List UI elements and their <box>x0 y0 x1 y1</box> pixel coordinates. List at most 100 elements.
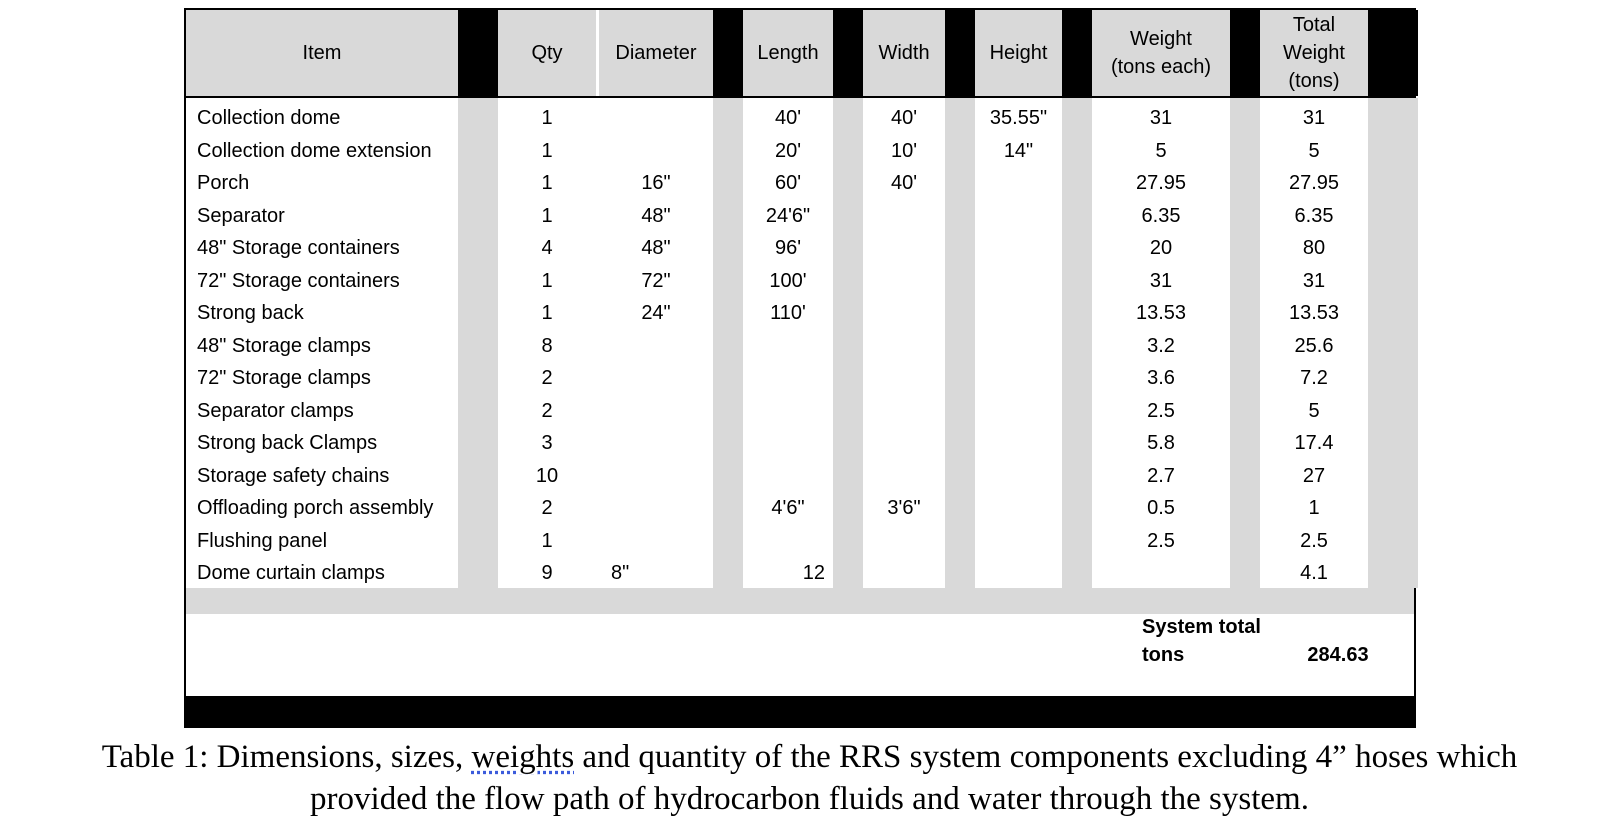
system-total-label: System total tons <box>1142 613 1261 669</box>
table-cell: 72" Storage containers <box>197 269 400 292</box>
table-cell: 100' <box>769 269 807 292</box>
header-separator-band <box>1230 10 1260 96</box>
table-cell: 4 <box>541 237 553 259</box>
table-cell: 10' <box>890 139 918 162</box>
table-cell <box>863 394 945 428</box>
table-cell: 25.6 <box>1294 334 1334 357</box>
table-cell: 5 <box>1155 139 1167 162</box>
table-cell: 12 <box>802 562 825 584</box>
table-cell: 31 <box>1302 107 1326 129</box>
table-cell <box>863 556 945 590</box>
table-cell <box>863 524 945 558</box>
table-cell <box>975 524 1062 558</box>
table-cell <box>599 426 713 460</box>
table-cell: 0.5 <box>1147 497 1175 519</box>
table-cell: 2 <box>541 497 553 519</box>
table-cell: 31 <box>1149 107 1173 129</box>
table-cell: 4.1 <box>1300 562 1328 584</box>
table-cell: 48" Storage clamps <box>197 334 371 357</box>
table-cell <box>599 329 713 363</box>
table-cell: 2.5 <box>1147 529 1175 552</box>
table-cell: 5 <box>1308 399 1320 422</box>
table-footer-band <box>184 696 1416 728</box>
table-cell: 16" <box>641 172 671 194</box>
table-cell <box>975 166 1062 200</box>
table-row: Strong back Clamps 3 5.8 17.4 <box>186 426 1414 459</box>
table-cell <box>599 394 713 428</box>
header-separator-band <box>458 10 498 96</box>
caption-underlined-word: weights <box>471 739 575 775</box>
table-cell: 7.2 <box>1300 367 1328 389</box>
table-caption: Table 1: Dimensions, sizes, weights and … <box>0 736 1619 820</box>
table-row: Collection dome 1 40' 40' 35.55" 31 31 <box>186 101 1414 134</box>
header-width: Width <box>878 42 930 64</box>
table-cell: 72" Storage clamps <box>197 367 371 389</box>
table-cell: 72" <box>641 269 671 292</box>
system-total-label-line-1: System total <box>1142 616 1261 638</box>
table-cell <box>975 459 1062 493</box>
table-cell: 1 <box>541 107 553 129</box>
table-cell: 5 <box>1308 139 1320 162</box>
table-row: 72" Storage clamps 2 3.6 7.2 <box>186 361 1414 394</box>
header-cell-background <box>863 10 945 96</box>
header-cell-background <box>599 10 713 96</box>
table-header-row: Item Qty Diameter Length Width Height We… <box>186 10 1414 96</box>
header-total-line-1: Total <box>1292 14 1336 36</box>
table-cell <box>743 524 833 558</box>
header-bottom-rule <box>186 96 1414 98</box>
table-cell: 8 <box>541 334 553 357</box>
table-cell: 2.5 <box>1300 529 1328 552</box>
table-cell <box>743 329 833 363</box>
header-cell-background <box>1260 10 1368 96</box>
table-cell: 24'6" <box>765 204 811 227</box>
table-cell: 2.7 <box>1147 464 1175 487</box>
table-cell <box>743 394 833 428</box>
table-cell: 27.95 <box>1288 172 1340 194</box>
table-row: Dome curtain clamps 9 8" 12 4.1 <box>186 556 1414 589</box>
table-cell <box>599 101 713 135</box>
column-separator-band <box>713 98 743 588</box>
table-cell: 2 <box>541 367 553 389</box>
table-cell <box>975 394 1062 428</box>
caption-prefix: Table 1: Dimensions, sizes, <box>101 739 472 775</box>
table-cell: 60' <box>774 172 802 194</box>
table-row: Collection dome extension 1 20' 10' 14" 5 5 <box>186 134 1414 167</box>
table-cell: 48" <box>641 237 671 259</box>
table-cell: 13.53 <box>1288 302 1340 324</box>
system-total-label-line-2: tons <box>1142 644 1185 666</box>
table-cell <box>863 459 945 493</box>
column-separator-band <box>1062 98 1092 588</box>
header-weight-line-1: Weight <box>1130 28 1192 50</box>
header-separator-band <box>713 10 743 96</box>
table-cell: 6.35 <box>1141 204 1181 227</box>
table-cell: Collection dome <box>197 107 341 129</box>
table-cell <box>743 361 833 395</box>
header-separator-band <box>1368 10 1418 96</box>
table-cell: Separator clamps <box>197 399 354 422</box>
table-cell: Separator <box>197 204 285 227</box>
caption-line-1-rest: and quantity of the RRS system component… <box>574 739 1518 775</box>
table-column-bands <box>184 10 1418 728</box>
table-cell <box>975 426 1062 460</box>
table-cell <box>975 329 1062 363</box>
table-cell: 96' <box>774 237 802 259</box>
table-row: Separator clamps 2 2.5 5 <box>186 394 1414 427</box>
table-cell: Porch <box>197 172 250 194</box>
header-total-line-2: Weight <box>1283 42 1345 64</box>
table-cell: 20' <box>774 139 802 162</box>
header-length: Length <box>757 42 819 64</box>
table-cell: 1 <box>1308 497 1320 519</box>
header-separator-band <box>1062 10 1092 96</box>
table-cell: 40' <box>774 107 802 129</box>
header-separator-band <box>945 10 975 96</box>
table-cell <box>975 556 1062 590</box>
table-cell: 20 <box>1149 237 1173 259</box>
table-row: Porch 1 16" 60' 40' 27.95 27.95 <box>186 166 1414 199</box>
table-cell: Strong back Clamps <box>197 432 378 454</box>
header-cell-background <box>975 10 1062 96</box>
table-cell: Offloading porch assembly <box>197 497 434 519</box>
table-cell <box>863 231 945 265</box>
header-total-line-3: (tons) <box>1288 70 1340 92</box>
header-separator-band <box>833 10 863 96</box>
table-spacer-band <box>186 588 1414 614</box>
